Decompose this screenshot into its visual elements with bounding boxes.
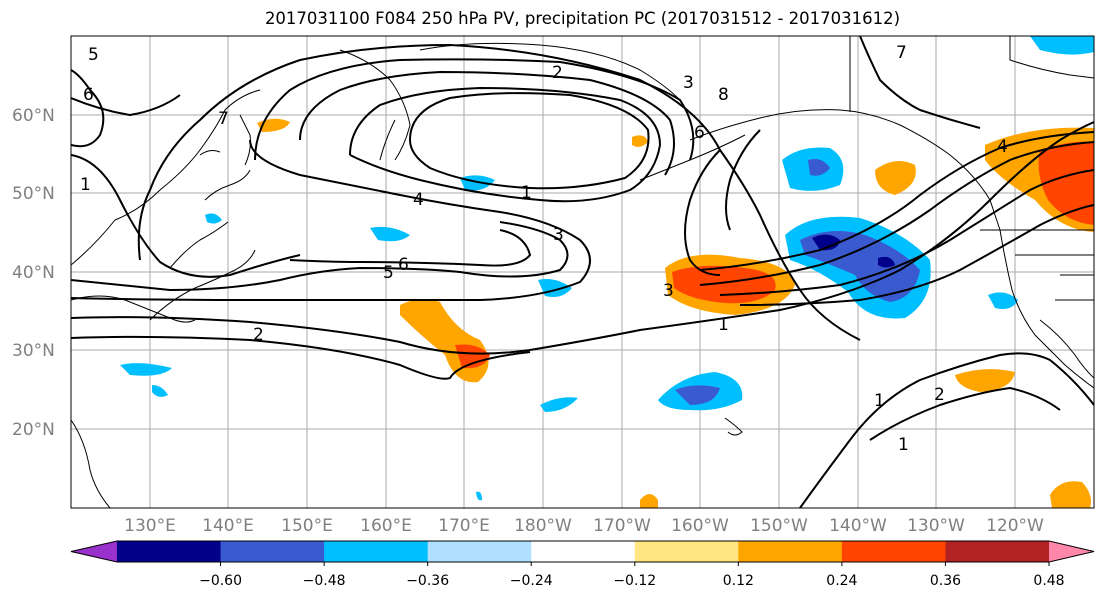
colorbar-swatch bbox=[117, 541, 222, 562]
colorbar-extend-high bbox=[1049, 541, 1094, 562]
map-frame bbox=[70, 35, 1095, 509]
colorbar-swatch bbox=[945, 541, 1050, 562]
lon-label: 120°W bbox=[986, 516, 1044, 536]
colorbar-tick-label: 0.48 bbox=[1033, 573, 1064, 589]
colorbar-extend-low bbox=[71, 541, 117, 562]
colorbar-tick-label: 0.36 bbox=[930, 573, 961, 589]
colorbar-swatch bbox=[427, 541, 532, 562]
colorbar-tick-label: −0.60 bbox=[199, 573, 242, 589]
map-title: 2017031100 F084 250 hPa PV, precipitatio… bbox=[264, 9, 901, 28]
contour-label: 5 bbox=[88, 45, 99, 65]
contour-label: 6 bbox=[83, 85, 94, 105]
lon-label: 150°W bbox=[750, 516, 808, 536]
lat-label: 40°N bbox=[12, 263, 55, 283]
precip-negative-anomalies bbox=[120, 36, 1094, 501]
contour-label: 2 bbox=[934, 385, 945, 405]
gridlines bbox=[71, 36, 1094, 508]
colorbar-tick-label: −0.48 bbox=[303, 573, 346, 589]
colorbar-swatch bbox=[738, 541, 843, 562]
contour-label: 1 bbox=[521, 183, 532, 203]
lat-label: 20°N bbox=[12, 420, 55, 440]
contour-labels: 5 6 7 4 2 1 3 5 6 3 2 1 8 6 7 4 3 1 2 1 … bbox=[80, 43, 1008, 455]
contour-label: 3 bbox=[553, 225, 564, 245]
coastlines bbox=[71, 36, 1094, 508]
colorbar-swatch bbox=[324, 541, 429, 562]
lon-label: 170°E bbox=[438, 516, 490, 536]
contour-label: 1 bbox=[898, 435, 909, 455]
lat-label: 50°N bbox=[12, 184, 55, 204]
colorbar-swatch bbox=[220, 541, 325, 562]
contour-label: 4 bbox=[997, 137, 1008, 157]
colorbar-outline bbox=[70, 540, 1095, 563]
lon-label: 140°E bbox=[202, 516, 254, 536]
colorbar-tick-label: −0.24 bbox=[510, 573, 553, 589]
lon-label: 130°E bbox=[124, 516, 176, 536]
colorbar-tick-label: 0.12 bbox=[723, 573, 754, 589]
contour-label: 7 bbox=[218, 109, 229, 129]
lat-label: 60°N bbox=[12, 106, 55, 126]
lon-label: 170°W bbox=[593, 516, 651, 536]
contour-label: 8 bbox=[718, 85, 729, 105]
colorbar-swatch bbox=[841, 541, 946, 562]
lon-label: 160°W bbox=[671, 516, 729, 536]
contour-label: 6 bbox=[694, 123, 705, 143]
colorbar: −0.60 −0.48 −0.36 −0.24 −0.12 0.12 0.24 0.36 0.4… bbox=[70, 540, 1095, 589]
lat-label: 30°N bbox=[12, 341, 55, 361]
lon-label: 180°W bbox=[514, 516, 572, 536]
colorbar-tick-label: 0.24 bbox=[826, 573, 857, 589]
precip-positive-anomalies bbox=[257, 118, 1094, 508]
contour-label: 6 bbox=[398, 255, 409, 275]
contour-label: 1 bbox=[80, 175, 91, 195]
contour-label: 7 bbox=[896, 43, 907, 63]
pv-contours bbox=[71, 36, 1094, 508]
lon-label: 140°W bbox=[829, 516, 887, 536]
contour-label: 5 bbox=[383, 263, 394, 283]
colorbar-swatch bbox=[634, 541, 739, 562]
contour-label: 4 bbox=[413, 190, 424, 210]
lon-label: 130°W bbox=[907, 516, 965, 536]
contour-label: 2 bbox=[552, 63, 563, 83]
colorbar-tick-label: −0.12 bbox=[613, 573, 656, 589]
longitude-labels: 130°E 140°E 150°E 160°E 170°E 180°W 170°… bbox=[124, 516, 1044, 536]
contour-label: 1 bbox=[718, 315, 729, 335]
latitude-labels: 60°N 50°N 40°N 30°N 20°N bbox=[12, 106, 55, 440]
colorbar-swatch bbox=[531, 541, 636, 562]
contour-label: 2 bbox=[253, 325, 264, 345]
contour-label: 3 bbox=[683, 73, 694, 93]
lon-label: 150°E bbox=[281, 516, 333, 536]
colorbar-tick-label: −0.36 bbox=[406, 573, 449, 589]
contour-label: 3 bbox=[663, 281, 674, 301]
contour-label: 1 bbox=[874, 391, 885, 411]
lon-label: 160°E bbox=[360, 516, 412, 536]
